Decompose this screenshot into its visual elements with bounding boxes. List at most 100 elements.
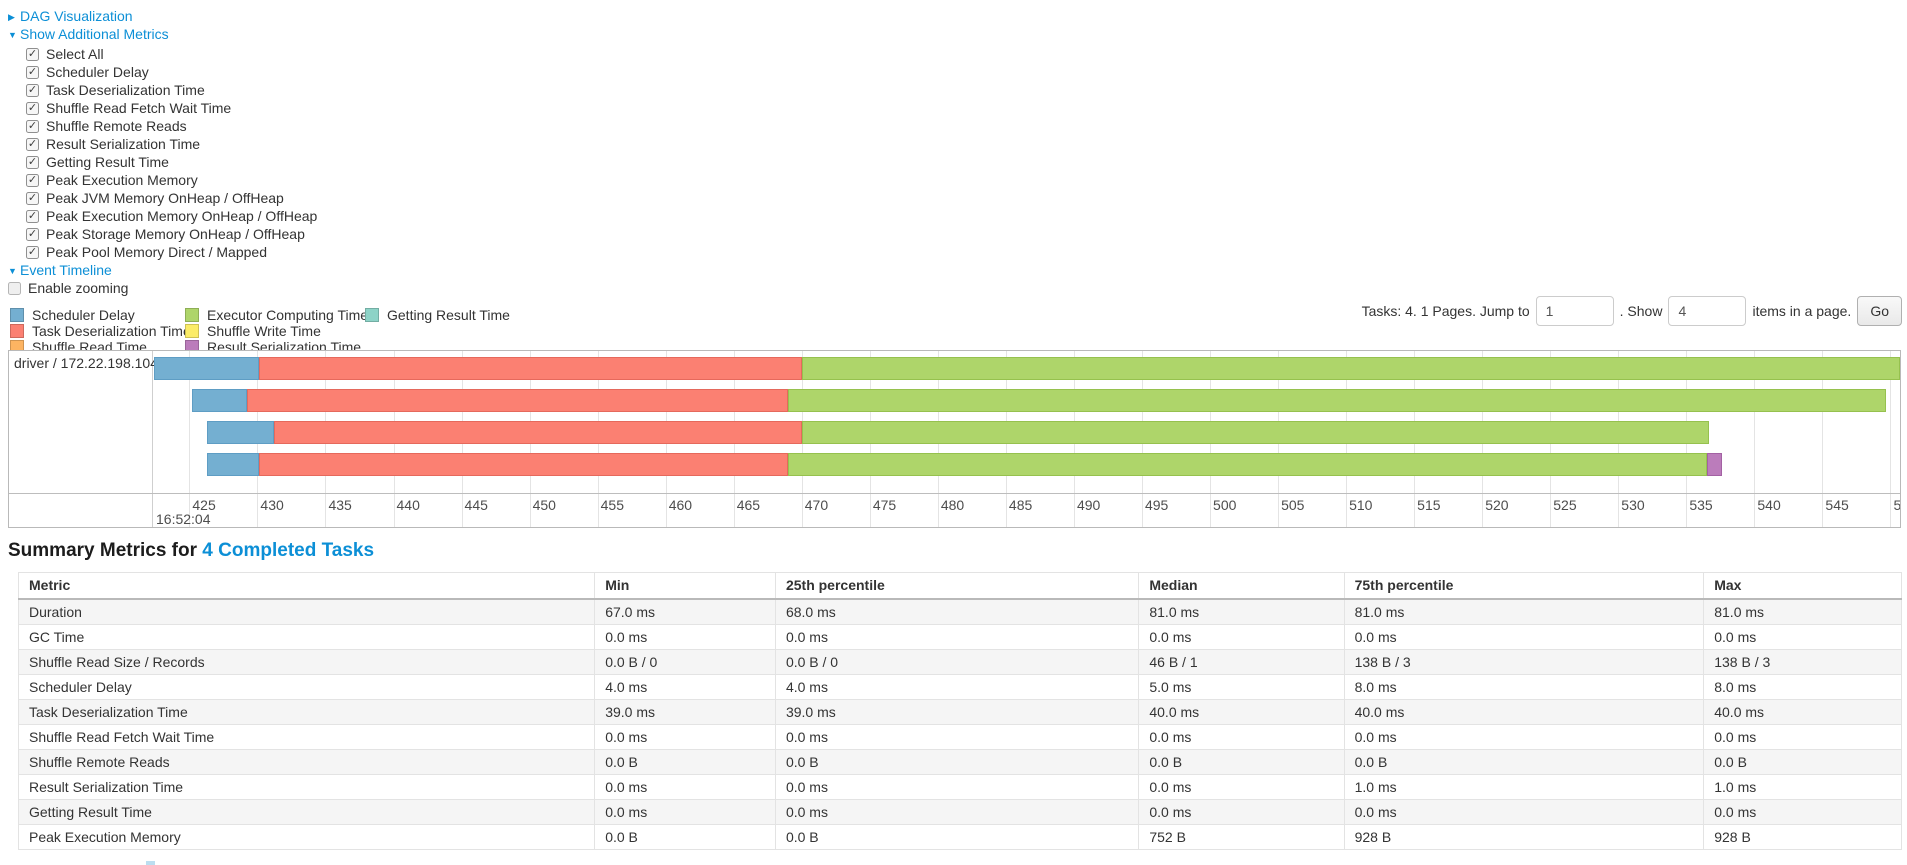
- metric-checkbox-label[interactable]: Result Serialization Time: [46, 136, 201, 152]
- dag-visualization-label: DAG Visualization: [20, 8, 133, 24]
- metric-value-cell: 1.0 ms: [1343, 773, 1705, 800]
- legend-column: Scheduler Delay Task Deserialization Time…: [10, 307, 191, 355]
- task-bar-executor-computing-time[interactable]: [801, 357, 1900, 380]
- metric-value-cell: 138 B / 3: [1703, 648, 1902, 675]
- summary-column-header: 75th percentile: [1343, 572, 1705, 600]
- metric-checkbox-row: ✓ Peak Storage Memory OnHeap / OffHeap: [26, 225, 317, 243]
- go-button[interactable]: Go: [1857, 296, 1902, 326]
- metric-checkbox-label[interactable]: Getting Result Time: [46, 154, 169, 170]
- metric-checkbox-row: ✓ Getting Result Time: [26, 153, 317, 171]
- executor-group-label: driver / 172.22.198.104: [14, 355, 158, 371]
- metric-value-cell: 0.0 ms: [774, 773, 1140, 800]
- metric-value-cell: 81.0 ms: [1343, 598, 1705, 625]
- metric-checkbox[interactable]: ✓: [26, 65, 39, 79]
- metric-value-cell: 0.0 ms: [774, 723, 1140, 750]
- metric-value-cell: 0.0 ms: [594, 773, 776, 800]
- metric-checkbox[interactable]: ✓: [26, 155, 39, 169]
- legend-item-shuffle-write-time: Shuffle Write Time: [185, 323, 365, 339]
- metric-checkbox[interactable]: ✓: [26, 119, 39, 133]
- metric-value-cell: 0.0 B: [594, 823, 776, 850]
- event-timeline-label: Event Timeline: [20, 262, 112, 278]
- legend-item-getting-result-time: Getting Result Time: [365, 307, 510, 323]
- metric-checkbox[interactable]: ✓: [26, 227, 39, 241]
- metric-checkbox[interactable]: ✓: [26, 245, 39, 259]
- task-bar-scheduler-delay[interactable]: [207, 421, 274, 444]
- metric-checkbox-row: ✓ Shuffle Read Fetch Wait Time: [26, 99, 317, 117]
- task-bar-scheduler-delay[interactable]: [154, 357, 259, 380]
- task-bar-executor-computing-time[interactable]: [788, 453, 1707, 476]
- metric-value-cell: 0.0 B / 0: [594, 648, 776, 675]
- metric-value-cell: 40.0 ms: [1138, 698, 1345, 725]
- metric-value-cell: 68.0 ms: [774, 598, 1140, 625]
- metric-checkbox[interactable]: ✓: [26, 191, 39, 205]
- axis-tick-label: 500: [1213, 497, 1237, 513]
- task-bar-executor-computing-time[interactable]: [788, 389, 1887, 412]
- task-bar-scheduler-delay[interactable]: [192, 389, 247, 412]
- items-per-page-input[interactable]: [1668, 296, 1747, 326]
- metric-value-cell: 4.0 ms: [594, 673, 776, 700]
- metric-value-cell: 752 B: [1138, 823, 1345, 850]
- metric-checkbox[interactable]: ✓: [26, 209, 39, 223]
- axis-tick-label: 505: [1281, 497, 1305, 513]
- metric-checkbox-row: ✓ Scheduler Delay: [26, 63, 317, 81]
- metric-checkbox-label[interactable]: Task Deserialization Time: [46, 82, 205, 98]
- axis-tick-label: 455: [600, 497, 624, 513]
- axis-tick-label: 520: [1485, 497, 1509, 513]
- metric-checkbox[interactable]: ✓: [26, 83, 39, 97]
- enable-zooming-checkbox[interactable]: [8, 281, 21, 295]
- axis-tick-label: 535: [1689, 497, 1713, 513]
- jump-to-page-input[interactable]: [1535, 296, 1614, 326]
- timeline-group-column: driver / 172.22.198.104: [9, 351, 158, 527]
- task-bar-scheduler-delay[interactable]: [207, 453, 259, 476]
- metric-checkbox-label[interactable]: Shuffle Remote Reads: [46, 118, 187, 134]
- metric-value-cell: 81.0 ms: [1703, 598, 1902, 625]
- metric-checkbox-label[interactable]: Peak Storage Memory OnHeap / OffHeap: [46, 226, 305, 242]
- metric-checkbox-row: ✓ Peak Execution Memory: [26, 171, 317, 189]
- metric-value-cell: 0.0 B: [594, 748, 776, 775]
- metric-checkbox-label[interactable]: Select All: [46, 46, 104, 62]
- metric-checkbox-row: ✓ Task Deserialization Time: [26, 81, 317, 99]
- metric-checkbox-label[interactable]: Peak Execution Memory OnHeap / OffHeap: [46, 208, 318, 224]
- metric-name-cell: Shuffle Read Size / Records: [17, 648, 596, 675]
- metric-checkbox-label[interactable]: Peak JVM Memory OnHeap / OffHeap: [46, 190, 284, 206]
- metric-value-cell: 0.0 B: [774, 823, 1140, 850]
- metric-checkbox-label[interactable]: Scheduler Delay: [46, 64, 149, 80]
- task-bar-executor-computing-time[interactable]: [801, 421, 1710, 444]
- axis-tick-label: 510: [1349, 497, 1373, 513]
- metric-value-cell: 0.0 B / 0: [774, 648, 1140, 675]
- legend-label: Scheduler Delay: [32, 307, 135, 323]
- metric-checkbox[interactable]: ✓: [26, 173, 39, 187]
- metric-value-cell: 928 B: [1343, 823, 1705, 850]
- metric-checkbox[interactable]: ✓: [26, 47, 39, 61]
- summary-column-header: 25th percentile: [774, 572, 1140, 600]
- metric-checkbox-label[interactable]: Peak Execution Memory: [46, 172, 198, 188]
- task-bar-task-deserialization-time[interactable]: [258, 453, 789, 476]
- dag-visualization-toggle[interactable]: ▶ DAG Visualization: [8, 8, 133, 24]
- timeline-gridline: [1822, 351, 1824, 527]
- task-bar-result-serialization-time[interactable]: [1706, 453, 1722, 476]
- completed-tasks-link[interactable]: 4 Completed Tasks: [202, 540, 375, 561]
- metric-checkbox[interactable]: ✓: [26, 101, 39, 115]
- timeline-gridline: [189, 351, 191, 527]
- axis-tick-label: 545: [1825, 497, 1849, 513]
- task-bar-task-deserialization-time[interactable]: [273, 421, 802, 444]
- metric-name-cell: Shuffle Read Fetch Wait Time: [17, 723, 596, 750]
- timeline-plot-area[interactable]: 425 430 435 440 445 450 455 460 465 470 475 480 485 4…: [154, 351, 1900, 527]
- event-timeline-toggle[interactable]: ▼ Event Timeline: [8, 262, 112, 278]
- metric-checkbox-row: ✓ Result Serialization Time: [26, 135, 317, 153]
- metric-checkbox[interactable]: ✓: [26, 137, 39, 151]
- task-bar-task-deserialization-time[interactable]: [246, 389, 789, 412]
- axis-tick-label: 495: [1144, 497, 1169, 513]
- legend-item-executor-computing-time: Executor Computing Time: [185, 307, 368, 323]
- cut-off-element-below: [146, 861, 155, 865]
- summary-table-row: Peak Execution Memory 0.0 B 0.0 B 752 B 928 …: [17, 823, 1902, 850]
- metric-value-cell: 0.0 ms: [774, 798, 1140, 825]
- metric-checkbox-label[interactable]: Peak Pool Memory Direct / Mapped: [46, 244, 267, 260]
- metric-name-cell: Result Serialization Time: [17, 773, 596, 800]
- metric-value-cell: 0.0 ms: [1343, 798, 1705, 825]
- metric-checkbox-label[interactable]: Shuffle Read Fetch Wait Time: [46, 100, 232, 116]
- metric-checkbox-row: ✓ Peak JVM Memory OnHeap / OffHeap: [26, 189, 317, 207]
- show-additional-metrics-toggle[interactable]: ▼ Show Additional Metrics: [8, 26, 169, 42]
- task-bar-task-deserialization-time[interactable]: [258, 357, 802, 380]
- legend-item-task-deserialization-time: Task Deserialization Time: [10, 323, 191, 339]
